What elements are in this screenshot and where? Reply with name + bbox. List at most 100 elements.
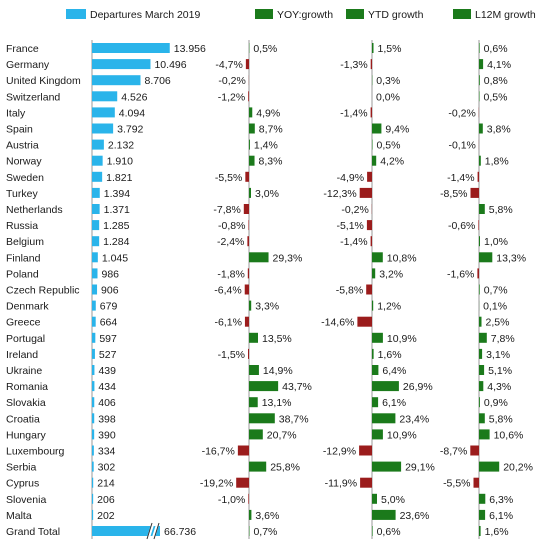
departures-label-ireland: 527 xyxy=(99,349,117,361)
bar-l12m-growth-luxembourg xyxy=(470,445,479,456)
label-yoy-growth-czech-republic: -6,4% xyxy=(214,285,241,297)
category-label-germany: Germany xyxy=(6,59,50,71)
label-l12m-growth-spain: 3,8% xyxy=(487,124,511,136)
label-yoy-growth-denmark: 3,3% xyxy=(255,301,279,313)
departures-label-cyprus: 214 xyxy=(97,478,115,490)
legend-label-departures-march-2019: Departures March 2019 xyxy=(90,9,200,21)
label-yoy-growth-turkey: 3,0% xyxy=(255,188,279,200)
legend-label-l12m-growth: L12M growth xyxy=(475,9,536,21)
label-yoy-growth-portugal: 13,5% xyxy=(262,333,292,345)
category-label-belgium: Belgium xyxy=(6,236,44,248)
bar-yoy-growth-greece xyxy=(244,316,249,327)
bar-yoy-growth-serbia xyxy=(249,461,267,472)
bar-l12m-growth-sweden xyxy=(477,171,479,182)
category-label-italy: Italy xyxy=(6,107,26,119)
label-yoy-growth-hungary: 20,7% xyxy=(267,429,297,441)
departures-bar-ukraine xyxy=(92,365,95,375)
label-ytd-growth-spain: 9,4% xyxy=(385,124,409,136)
label-yoy-growth-cyprus: -19,2% xyxy=(200,478,233,490)
bar-yoy-growth-cyprus xyxy=(236,477,249,488)
bar-ytd-growth-finland xyxy=(372,252,383,263)
label-l12m-growth-luxembourg: -8,7% xyxy=(440,446,467,458)
departures-bar-switzerland xyxy=(92,91,118,102)
label-l12m-growth-hungary: 10,6% xyxy=(494,429,524,441)
category-label-sweden: Sweden xyxy=(6,172,44,184)
bar-yoy-growth-slovenia xyxy=(248,493,249,504)
bar-l12m-growth-spain xyxy=(479,123,483,134)
label-ytd-growth-malta: 23,6% xyxy=(400,510,430,522)
bar-l12m-growth-romania xyxy=(479,381,484,392)
bar-l12m-growth-finland xyxy=(479,252,493,263)
label-ytd-growth-austria: 0,5% xyxy=(377,140,401,152)
category-label-grand-total: Grand Total xyxy=(6,526,60,538)
bar-ytd-growth-malta xyxy=(372,509,396,520)
category-label-spain: Spain xyxy=(6,124,33,136)
bar-yoy-growth-ukraine xyxy=(249,365,259,375)
departures-label-hungary: 390 xyxy=(98,429,116,441)
label-ytd-growth-netherlands: -0,2% xyxy=(341,204,368,216)
bar-ytd-growth-serbia xyxy=(372,461,402,472)
departures-bar-sweden xyxy=(92,171,103,182)
category-label-turkey: Turkey xyxy=(6,188,38,200)
label-ytd-growth-romania: 26,9% xyxy=(403,381,433,393)
bar-l12m-growth-united-kingdom xyxy=(479,75,480,86)
bar-l12m-growth-hungary xyxy=(479,429,490,440)
bar-l12m-growth-germany xyxy=(479,59,484,70)
category-label-finland: Finland xyxy=(6,252,41,264)
label-ytd-growth-croatia: 23,4% xyxy=(399,413,429,425)
bar-yoy-growth-norway xyxy=(249,155,255,166)
bar-yoy-growth-netherlands xyxy=(243,204,249,214)
label-yoy-growth-slovenia: -1,0% xyxy=(218,494,245,506)
label-l12m-growth-belgium: 1,0% xyxy=(484,236,508,248)
bar-yoy-growth-croatia xyxy=(249,413,275,424)
bar-yoy-growth-poland xyxy=(247,268,249,279)
label-ytd-growth-switzerland: 0,0% xyxy=(376,91,400,103)
category-label-switzerland: Switzerland xyxy=(6,91,60,103)
bar-ytd-growth-hungary xyxy=(372,429,383,440)
bar-yoy-growth-spain xyxy=(249,123,255,134)
label-l12m-growth-sweden: -1,4% xyxy=(447,172,474,184)
label-l12m-growth-grand-total: 1,6% xyxy=(485,526,509,538)
category-label-russia: Russia xyxy=(6,220,38,232)
bar-yoy-growth-germany xyxy=(245,59,249,70)
departures-label-russia: 1.285 xyxy=(103,220,129,232)
label-l12m-growth-netherlands: 5,8% xyxy=(489,204,513,216)
departures-label-spain: 3.792 xyxy=(117,124,143,136)
label-l12m-growth-slovenia: 6,3% xyxy=(489,494,513,506)
departures-label-greece: 664 xyxy=(100,317,118,329)
bar-ytd-growth-ukraine xyxy=(372,365,379,375)
label-l12m-growth-turkey: -8,5% xyxy=(440,188,467,200)
category-label-austria: Austria xyxy=(6,140,39,152)
label-ytd-growth-serbia: 29,1% xyxy=(405,462,435,474)
bar-l12m-growth-slovakia xyxy=(479,397,480,408)
bar-ytd-growth-croatia xyxy=(372,413,396,424)
legend-swatch-yoy-growth xyxy=(255,9,273,19)
bar-l12m-growth-greece xyxy=(479,316,482,327)
departures-label-ukraine: 439 xyxy=(98,365,116,377)
label-yoy-growth-finland: 29,3% xyxy=(273,252,303,264)
departures-bar-luxembourg xyxy=(92,445,94,456)
label-yoy-growth-malta: 3,6% xyxy=(255,510,279,522)
label-ytd-growth-hungary: 10,9% xyxy=(387,429,417,441)
bar-ytd-growth-czech-republic xyxy=(366,284,372,295)
label-l12m-growth-italy: -0,2% xyxy=(448,107,475,119)
category-label-ireland: Ireland xyxy=(6,349,38,361)
label-ytd-growth-slovenia: 5,0% xyxy=(381,494,405,506)
label-l12m-growth-norway: 1,8% xyxy=(485,156,509,168)
departures-bar-malta xyxy=(92,509,94,520)
category-label-poland: Poland xyxy=(6,268,39,280)
departures-label-norway: 1.910 xyxy=(107,156,133,168)
label-yoy-growth-united-kingdom: -0,2% xyxy=(218,75,245,87)
departures-label-luxembourg: 334 xyxy=(98,446,116,458)
bar-ytd-growth-ireland xyxy=(372,348,374,359)
departures-label-grand-total: 66.736 xyxy=(164,526,196,538)
legend-swatch-l12m-growth xyxy=(453,9,471,19)
departures-column: 13.956 10.496 8.706 4.526 4.094 3.792 2.132 1.9… xyxy=(91,40,206,540)
label-yoy-growth-serbia: 25,8% xyxy=(270,462,300,474)
bar-ytd-growth-cyprus xyxy=(360,477,372,488)
label-l12m-growth-austria: -0,1% xyxy=(448,140,475,152)
label-ytd-growth-ukraine: 6,4% xyxy=(382,365,406,377)
category-label-netherlands: Netherlands xyxy=(6,204,63,216)
bar-ytd-growth-spain xyxy=(372,123,382,134)
departures-label-switzerland: 4.526 xyxy=(121,91,147,103)
